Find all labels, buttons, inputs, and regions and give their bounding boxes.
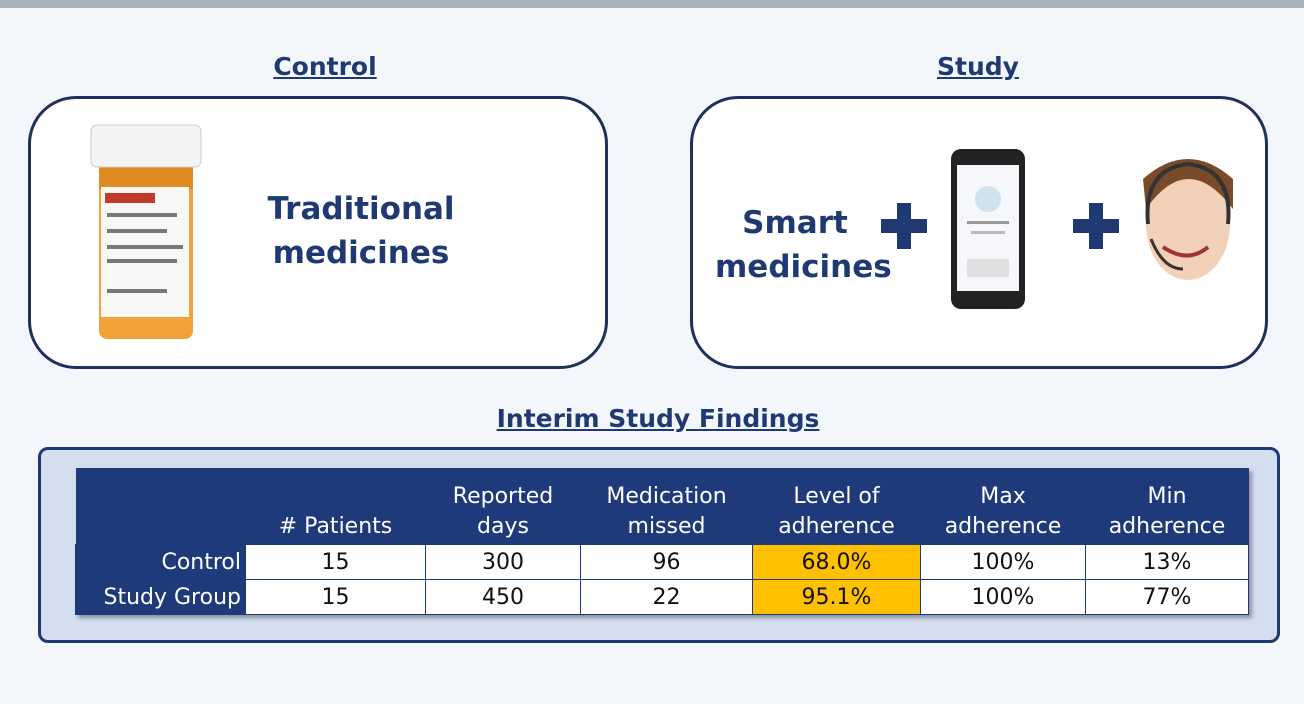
row-label: Study Group — [76, 580, 246, 615]
control-text: Traditional medicines — [251, 187, 471, 275]
control-heading: Control — [225, 52, 425, 81]
table-cell: 300 — [426, 545, 581, 580]
control-box: Traditional medicines — [28, 96, 608, 369]
table-cell: 15 — [246, 545, 426, 580]
column-header: Max adherence — [921, 468, 1086, 545]
header-corner — [76, 468, 246, 545]
table-cell: 96 — [581, 545, 753, 580]
table-cell: 13% — [1086, 545, 1249, 580]
column-header: Min adherence — [1086, 468, 1249, 545]
column-header: # Patients — [246, 468, 426, 545]
row-label: Control — [76, 545, 246, 580]
column-header: Reported days — [426, 468, 581, 545]
pill-bottle-image — [81, 119, 211, 349]
table-cell: 450 — [426, 580, 581, 615]
table-cell: 15 — [246, 580, 426, 615]
column-header: Level of adherence — [753, 468, 921, 545]
table-cell: 95.1% — [753, 580, 921, 615]
study-box: Smart medicines — [690, 96, 1268, 369]
page: Control Traditional medicines Study Smar… — [0, 0, 1304, 704]
table-cell: 100% — [921, 545, 1086, 580]
table-cell: 68.0% — [753, 545, 921, 580]
table-cell: 77% — [1086, 580, 1249, 615]
study-heading: Study — [878, 52, 1078, 81]
table-cell: 100% — [921, 580, 1086, 615]
column-header: Medication missed — [581, 468, 753, 545]
findings-title: Interim Study Findings — [408, 404, 908, 433]
table-cell: 22 — [581, 580, 753, 615]
study-icons — [693, 109, 1253, 349]
top-bar — [0, 0, 1304, 8]
